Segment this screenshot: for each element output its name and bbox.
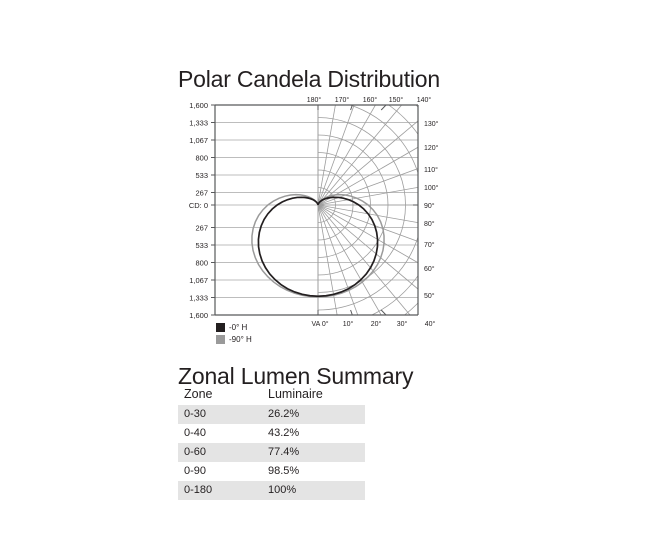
legend-swatch-90h — [216, 335, 225, 344]
column-header-zone: Zone — [184, 387, 213, 401]
right-angle-labels: 130° 120° 110° 100° 90° 80° 70° 60° 50° — [424, 120, 439, 300]
cell-zone: 0-30 — [178, 405, 262, 424]
zonal-summary-title: Zonal Lumen Summary — [178, 363, 414, 389]
radial-label: 533 — [195, 171, 208, 180]
angle-label-60: 60° — [424, 265, 435, 273]
table-header-row: Zone Luminaire — [178, 388, 365, 405]
radial-label: 1,067 — [189, 136, 208, 145]
column-header-luminaire: Luminaire — [268, 387, 323, 401]
legend-item-0h: -0° H — [216, 322, 252, 333]
angle-label-160: 160° — [363, 96, 378, 104]
radial-label: 1,333 — [189, 293, 208, 302]
angle-label-90: 90° — [424, 202, 435, 210]
table-row: 0-90 98.5% — [178, 462, 365, 481]
radial-label: 1,600 — [189, 101, 208, 110]
angle-label-20: 20° — [371, 320, 382, 328]
radial-label: 1,600 — [189, 311, 208, 320]
radial-axis-labels: 1,600 1,333 1,067 800 533 267 CD: 0 267 … — [189, 101, 208, 320]
table-row: 0-60 77.4% — [178, 443, 365, 462]
cell-luminaire: 98.5% — [268, 465, 300, 477]
legend-label-0h: -0° H — [229, 323, 248, 332]
angle-label-130: 130° — [424, 120, 439, 128]
legend-label-90h: -90° H — [229, 335, 252, 344]
cell-luminaire: 100% — [262, 481, 365, 500]
left-axis-ticks — [211, 104, 215, 316]
radial-label: 533 — [195, 241, 208, 250]
angle-label-va0: VA 0° — [311, 320, 328, 328]
polar-grid — [318, 105, 418, 315]
polar-candela-distribution-section: Polar Candela Distribution — [178, 66, 440, 346]
candela-curves — [251, 193, 385, 298]
legend-item-90h: -90° H — [216, 334, 252, 345]
angle-label-180: 180° — [307, 96, 322, 104]
table-row: 0-40 43.2% — [178, 424, 365, 443]
angle-label-10: 10° — [343, 320, 354, 328]
candela-curve-0h — [257, 196, 379, 298]
top-angle-labels: 180° 170° 160° 150° 140° — [307, 96, 432, 104]
angle-label-110: 110° — [424, 166, 438, 174]
angle-label-170: 170° — [335, 96, 350, 104]
polar-chart-title: Polar Candela Distribution — [178, 66, 440, 92]
table-row: 0-30 26.2% — [178, 405, 365, 424]
angle-label-140: 140° — [417, 96, 432, 104]
cell-zone: 0-60 — [178, 443, 262, 462]
radial-label: 800 — [195, 258, 208, 267]
cell-zone: 0-40 — [184, 427, 207, 439]
radial-label: 267 — [195, 223, 208, 232]
cell-zone: 0-90 — [184, 465, 207, 477]
cell-luminaire: 43.2% — [268, 427, 300, 439]
cell-luminaire: 77.4% — [262, 443, 365, 462]
angle-label-100: 100° — [424, 184, 439, 192]
polar-candela-chart: 1,600 1,333 1,067 800 533 267 CD: 0 267 … — [189, 96, 439, 328]
outer-axis-ticks — [317, 104, 418, 316]
bottom-angle-labels: VA 0° 10° 20° 30° 40° — [311, 320, 435, 328]
angle-label-80: 80° — [424, 220, 435, 228]
chart-legend: -0° H -90° H — [216, 322, 252, 346]
angle-label-30: 30° — [397, 320, 408, 328]
zonal-lumen-table: Zone Luminaire 0-30 26.2% 0-40 43.2% 0-60 77.… — [178, 388, 365, 500]
radial-label: 1,067 — [189, 276, 208, 285]
cell-luminaire: 26.2% — [262, 405, 365, 424]
radial-label-origin: CD: 0 — [189, 201, 208, 210]
radial-label: 800 — [195, 153, 208, 162]
angle-label-40: 40° — [425, 320, 436, 328]
angle-label-70: 70° — [424, 241, 435, 249]
angle-label-150: 150° — [389, 96, 404, 104]
angle-label-50: 50° — [424, 292, 435, 300]
radial-label: 1,333 — [189, 118, 208, 127]
table-row: 0-180 100% — [178, 481, 365, 500]
angle-label-120: 120° — [424, 144, 439, 152]
cell-zone: 0-180 — [178, 481, 262, 500]
legend-swatch-0h — [216, 323, 225, 332]
radial-label: 267 — [195, 188, 208, 197]
